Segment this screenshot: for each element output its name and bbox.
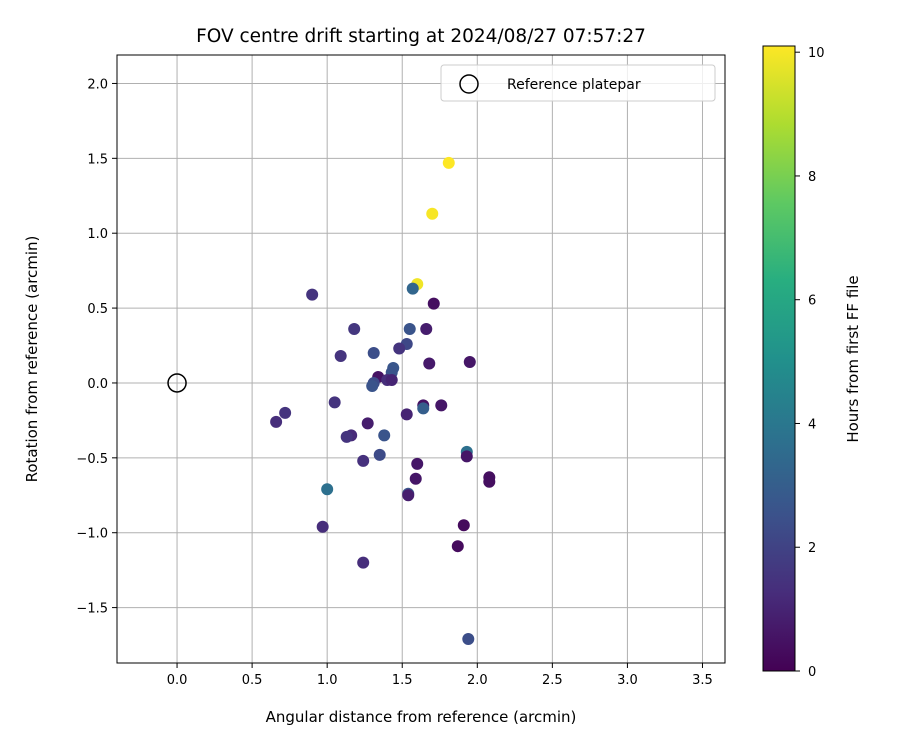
grid — [117, 55, 725, 663]
x-tick-label: 0.0 — [167, 673, 188, 688]
reference-platepar-marker — [167, 373, 187, 393]
data-point — [457, 519, 470, 532]
colorbar-tick-label: 8 — [808, 170, 816, 185]
legend: Reference platepar — [440, 64, 716, 102]
data-point — [357, 556, 370, 569]
data-point — [385, 373, 398, 386]
y-axis-ticks: −1.5 −1.0 −0.5 0.0 0.5 1.0 1.5 2.0 — [76, 77, 117, 617]
data-point — [378, 429, 391, 442]
x-axis-label: Angular distance from reference (arcmin) — [266, 708, 577, 726]
y-tick-label: 0.0 — [87, 377, 108, 392]
x-tick-label: 1.0 — [317, 673, 338, 688]
colorbar — [762, 45, 796, 672]
x-tick-label: 3.5 — [692, 673, 713, 688]
colorbar-label: Hours from first FF file — [844, 275, 862, 442]
data-point — [367, 347, 380, 360]
legend-label: Reference platepar — [507, 77, 641, 93]
data-point — [357, 454, 370, 467]
plot-frame — [116, 54, 726, 664]
y-tick-label: 1.0 — [87, 227, 108, 242]
data-point — [426, 207, 439, 220]
data-point — [400, 408, 413, 421]
data-point — [406, 282, 419, 295]
y-tick-label: −0.5 — [76, 452, 108, 467]
data-point — [403, 323, 416, 336]
data-point — [483, 475, 496, 488]
y-tick-label: 0.5 — [87, 302, 108, 317]
colorbar-ticks: 0 2 4 6 8 10 — [795, 46, 825, 680]
data-point — [306, 288, 319, 301]
data-point — [316, 520, 329, 533]
data-point — [366, 379, 379, 392]
data-points — [270, 156, 496, 646]
data-point — [435, 399, 448, 412]
data-point — [451, 540, 464, 553]
data-point — [463, 355, 476, 368]
x-tick-label: 0.5 — [242, 673, 263, 688]
data-point — [417, 402, 430, 415]
colorbar-tick-label: 2 — [808, 541, 816, 556]
colorbar-tick-label: 0 — [808, 665, 816, 680]
colorbar-tick-label: 10 — [808, 46, 825, 61]
x-tick-label: 2.0 — [467, 673, 488, 688]
reference-marker-layer — [167, 373, 187, 393]
data-point — [402, 489, 415, 502]
data-point — [420, 323, 433, 336]
data-point — [334, 350, 347, 363]
y-tick-label: 1.5 — [87, 152, 108, 167]
colorbar-tick-label: 6 — [808, 294, 816, 309]
legend-marker — [459, 74, 479, 94]
data-point — [373, 448, 386, 461]
chart-title: FOV centre drift starting at 2024/08/27 … — [196, 26, 646, 47]
x-axis-ticks: 0.0 0.5 1.0 1.5 2.0 2.5 3.0 3.5 — [167, 663, 713, 688]
data-point — [411, 457, 424, 470]
data-point — [393, 342, 406, 355]
data-point — [321, 483, 334, 496]
data-point — [361, 417, 374, 430]
x-tick-label: 3.0 — [617, 673, 638, 688]
legend-box — [440, 64, 716, 102]
data-point — [409, 472, 422, 485]
y-axis-label: Rotation from reference (arcmin) — [23, 236, 41, 483]
data-point — [462, 633, 475, 646]
y-tick-label: 2.0 — [87, 77, 108, 92]
colorbar-tick-label: 4 — [808, 417, 816, 432]
data-point — [427, 297, 440, 310]
data-point — [328, 396, 341, 409]
y-tick-label: −1.0 — [76, 527, 108, 542]
data-point — [423, 357, 436, 370]
data-point — [270, 415, 283, 428]
data-point — [348, 323, 361, 336]
x-tick-label: 1.5 — [392, 673, 413, 688]
y-tick-label: −1.5 — [76, 602, 108, 617]
data-point — [279, 406, 292, 419]
data-point — [460, 450, 473, 463]
data-point — [340, 430, 353, 443]
x-tick-label: 2.5 — [542, 673, 563, 688]
data-point — [442, 156, 455, 169]
